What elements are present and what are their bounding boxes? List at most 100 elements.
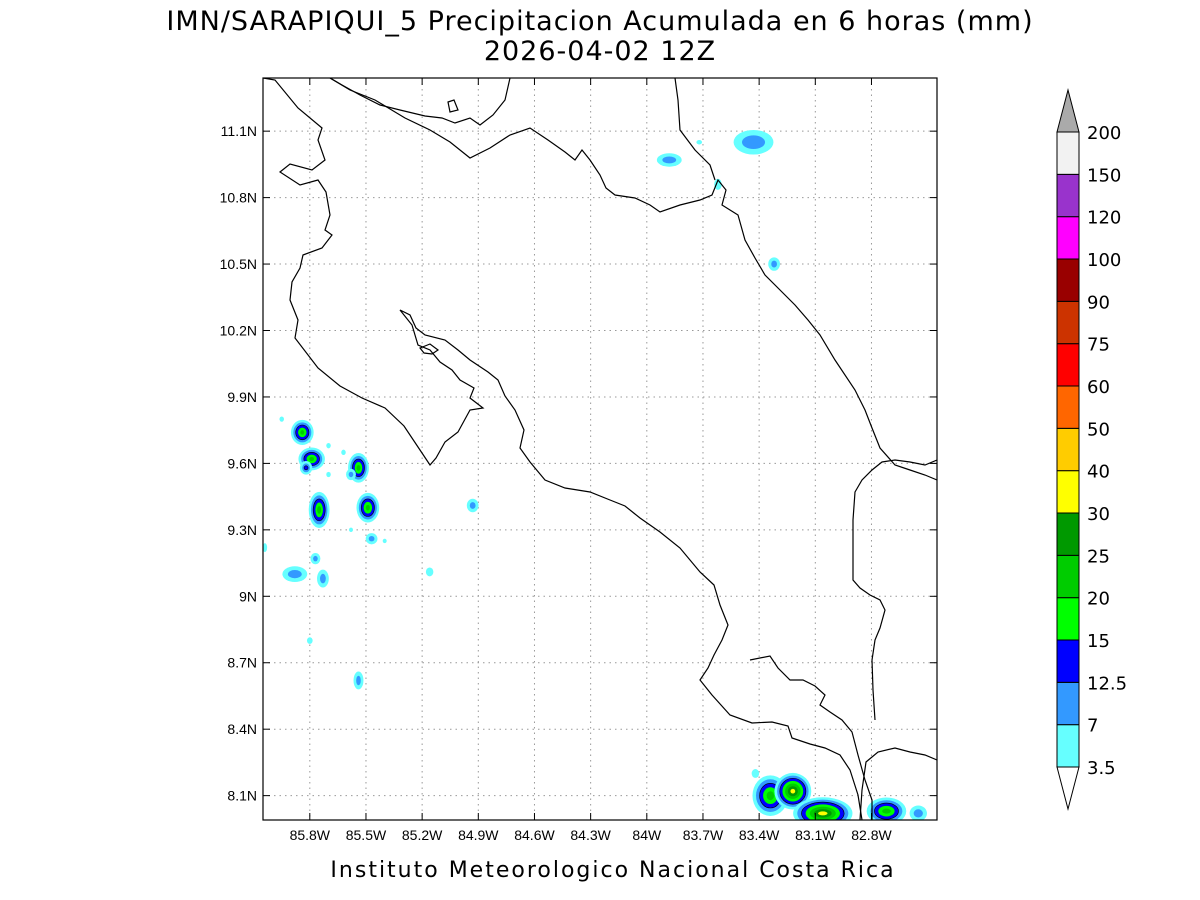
map-title: IMN/SARAPIQUI_5 Precipitacion Acumulada … [166, 6, 1033, 37]
colorbar-level-label: 60 [1087, 377, 1110, 398]
contour-ring [696, 140, 703, 145]
x-tick-label: 84.3W [570, 827, 611, 843]
precip-cell [656, 153, 682, 167]
colorbar-box [1056, 597, 1080, 641]
colorbar-level-label: 3.5 [1087, 758, 1116, 779]
precip-cell [279, 416, 284, 422]
contour-ring [771, 260, 777, 268]
y-tick-label: 10.2N [220, 323, 257, 339]
colorbar-level-label: 15 [1087, 631, 1110, 652]
precip-cell [317, 569, 329, 588]
y-tick-label: 8.7N [227, 655, 257, 671]
precip-cell [365, 533, 378, 545]
colorbar-min-arrow [1056, 766, 1080, 811]
x-tick-label: 83.7W [683, 827, 724, 843]
contour-ring [365, 504, 370, 511]
precip-cell [751, 769, 760, 778]
colorbar-box [1056, 681, 1080, 726]
x-tick-label: 83.1W [795, 827, 836, 843]
contour-ring [356, 675, 361, 686]
contour-ring [766, 791, 775, 801]
precip-cell [382, 538, 387, 544]
credit-text: Instituto Meteorologico Nacional Costa R… [330, 858, 895, 883]
precip-cell [310, 553, 321, 565]
precip-cell [793, 797, 853, 820]
colorbar-level-label: 90 [1087, 292, 1110, 313]
colorbar-legend: 3.5 7 12.5 15 20 25 30 40 50 60 75 90 100 120 150 200 [1056, 88, 1127, 811]
x-tick-label: 84.6W [514, 827, 555, 843]
contour-ring [341, 449, 346, 455]
contour-ring [303, 465, 309, 471]
colorbar-box [1056, 343, 1080, 387]
x-tick-label: 82.8W [851, 827, 892, 843]
x-tick-label: 83.4W [739, 827, 780, 843]
island-north [447, 99, 459, 113]
colorbar-box [1056, 470, 1080, 514]
contour-ring [356, 464, 361, 471]
y-tick-label: 9.3N [227, 522, 257, 538]
contour-ring [300, 430, 305, 435]
map-frame [262, 77, 938, 821]
contour-ring [742, 135, 766, 150]
precip-cell [308, 491, 330, 528]
map-gridlines [263, 78, 937, 820]
contour-ring [662, 156, 677, 164]
colorbar-box [1056, 173, 1080, 218]
precip-cell [425, 567, 434, 577]
colorbar-box [1056, 216, 1080, 260]
contour-ring [317, 506, 322, 514]
contour-ring [326, 443, 331, 449]
precip-cell [353, 671, 364, 690]
colorbar-level-label: 30 [1087, 504, 1110, 525]
contour-ring [306, 637, 313, 644]
precip-cell [696, 140, 703, 145]
precip-cell [306, 637, 313, 644]
colorbar-level-label: 75 [1087, 335, 1110, 356]
colorbar-box [1056, 724, 1080, 768]
precip-cell [909, 805, 927, 820]
contour-ring [287, 570, 302, 579]
colorbar-level-label: 50 [1087, 419, 1110, 440]
contour-ring [348, 471, 354, 478]
colorbar-level-label: 20 [1087, 589, 1110, 610]
y-tick-label: 11.1N [221, 123, 257, 139]
y-tick-label: 8.1N [227, 788, 257, 804]
latitude-ticks: 8.1N 8.4N 8.7N 9N 9.3N 9.6N 9.9N 10.2N 10.5N 10.8… [220, 123, 937, 804]
colorbar-box [1056, 300, 1080, 345]
colorbar-box [1056, 131, 1080, 175]
contour-ring [425, 567, 434, 577]
contour-ring [368, 535, 375, 542]
coastline-pacific-north [263, 78, 863, 820]
colorbar-level-label: 100 [1087, 250, 1121, 271]
colorbar-max-arrow [1056, 88, 1080, 133]
coastline-caribbean [329, 78, 511, 126]
colorbar-level-label: 120 [1087, 208, 1121, 229]
contour-ring [309, 456, 315, 461]
precipitation-contours [263, 129, 927, 820]
precip-cell [774, 772, 812, 810]
colorbar-box [1056, 258, 1080, 302]
precip-cell [326, 471, 331, 478]
precip-cell [341, 449, 346, 455]
contour-ring [913, 809, 923, 818]
x-tick-label: 84W [632, 827, 662, 843]
colorbar-box [1056, 385, 1080, 429]
contour-ring [382, 538, 387, 544]
precip-cell [466, 498, 479, 513]
contour-ring [320, 573, 326, 584]
precip-cell [348, 527, 353, 533]
colorbar-box [1056, 427, 1080, 472]
precip-cell [866, 797, 907, 820]
contour-ring [326, 471, 331, 478]
precip-cell [299, 460, 313, 475]
precip-cell [282, 566, 308, 582]
coastline-north-top [674, 78, 716, 181]
contour-ring [279, 416, 284, 422]
precip-cell [356, 492, 380, 523]
border-panama [852, 459, 937, 721]
precip-cell [263, 543, 268, 552]
contour-ring [469, 502, 476, 509]
precip-cell [346, 468, 356, 481]
precip-cell [326, 443, 331, 449]
